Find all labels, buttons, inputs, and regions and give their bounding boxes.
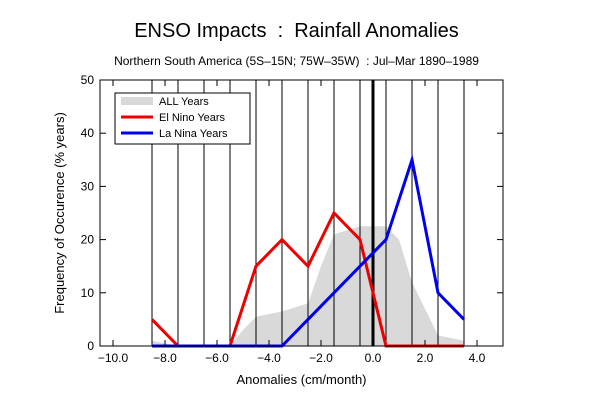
y-axis-label: Frequency of Occurence (% years) — [52, 112, 67, 314]
chart-subtitle: Northern South America (5S–15N; 75W–35W)… — [114, 54, 479, 68]
y-tick-label: 20 — [81, 233, 95, 247]
x-tick-label: −10.0 — [98, 351, 129, 365]
y-tick-label: 0 — [87, 339, 94, 353]
x-tick-label: −6.0 — [205, 351, 229, 365]
legend-label: El Nino Years — [159, 112, 226, 124]
y-tick-label: 30 — [81, 179, 95, 193]
y-tick-label: 10 — [81, 286, 95, 300]
x-tick-label: −8.0 — [153, 351, 177, 365]
x-tick-label: −2.0 — [309, 351, 333, 365]
y-tick-label: 40 — [81, 126, 95, 140]
y-tick-label: 50 — [81, 73, 95, 87]
legend-label: La Nina Years — [159, 128, 228, 140]
x-tick-label: 4.0 — [469, 351, 486, 365]
plot-frame — [99, 79, 504, 347]
legend-label: ALL Years — [159, 96, 209, 108]
x-tick-label: −4.0 — [257, 351, 281, 365]
legend: ALL Years El Nino Years La Nina Years — [114, 92, 251, 145]
axes-layer: −10.0 −8.0 −6.0 −4.0 −2.0 0.0 2.0 4.0 0 10 20 30 40 5… — [52, 73, 504, 387]
chart-title: ENSO Impacts : Rainfall Anomalies — [134, 20, 459, 42]
x-axis-label: Anomalies (cm/month) — [236, 372, 366, 387]
x-tick-label: 2.0 — [417, 351, 434, 365]
x-tick-label: 0.0 — [365, 351, 382, 365]
